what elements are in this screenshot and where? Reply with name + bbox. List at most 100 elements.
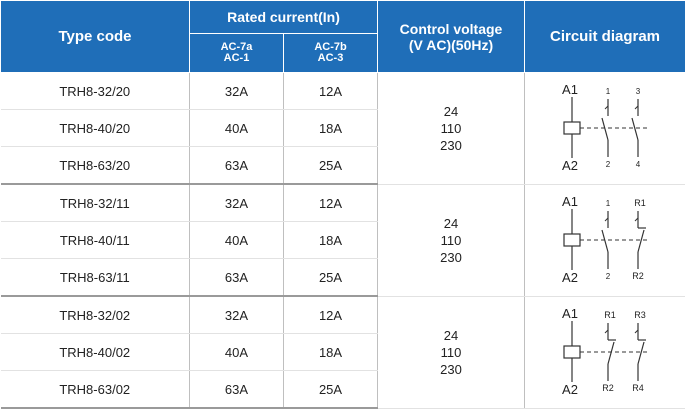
ac7a-current-cell: 63A <box>189 146 284 185</box>
ac7b-current-cell: 12A <box>283 184 379 222</box>
voltage-value: 230 <box>440 137 462 153</box>
table-row: TRH8-40/20 40A 18A <box>0 109 685 147</box>
ac7b-current-cell: 25A <box>283 370 379 409</box>
ac7a-header: AC-7a AC-1 <box>189 33 284 73</box>
ac7a-current-cell: 40A <box>189 221 284 259</box>
contact-bottom-label: R2 <box>633 271 645 281</box>
coil-a1-label: A1 <box>562 194 578 209</box>
contact-top-label: 1 <box>606 199 611 208</box>
ac7b-current-cell: 18A <box>283 333 379 371</box>
type-code-cell: TRH8-32/11 <box>0 184 190 222</box>
ac7b-current-cell: 12A <box>283 72 379 110</box>
header-subrow: AC-7a AC-1 AC-7b AC-3 <box>1 33 685 73</box>
contact-bottom-label: 2 <box>606 160 611 169</box>
coil-icon <box>563 121 581 135</box>
ac7a-current-cell: 32A <box>189 72 284 110</box>
control-voltage-line2: (V AC)(50Hz) <box>408 36 494 53</box>
contact-top-label: R1 <box>635 198 647 208</box>
table-row: TRH8-40/11 40A 18A <box>0 221 685 259</box>
control-voltage-line1: Control voltage <box>399 20 503 37</box>
ac7a-current-cell: 40A <box>189 109 284 147</box>
voltage-value: 24 <box>443 327 459 343</box>
rated-current-header: Rated current(In) <box>188 0 379 34</box>
table-row: TRH8-40/02 40A 18A <box>0 333 685 371</box>
contact-top-label: 1 <box>606 87 611 96</box>
contact-tick <box>604 105 609 110</box>
voltage-value: 110 <box>440 232 462 248</box>
coil-icon <box>563 233 581 247</box>
table-row: TRH8-32/02 32A 12A 24 110 230 A1 A2 R1 R2 R3 R4 <box>0 296 685 409</box>
control-voltage-cell: 24 110 230 <box>377 72 526 185</box>
ac7a-line1: AC-7a <box>220 41 253 53</box>
type-code-cell: TRH8-63/20 <box>0 146 190 185</box>
contact-tick <box>604 329 609 334</box>
ac7a-line2: AC-1 <box>223 52 250 64</box>
contact-top-label: R1 <box>605 310 617 320</box>
coil-a2-label: A2 <box>562 382 578 397</box>
no-contact-blade <box>601 229 609 253</box>
type-code-cell: TRH8-40/20 <box>0 109 190 147</box>
no-contact-blade <box>631 118 639 141</box>
contact-bottom-label: R2 <box>603 383 615 393</box>
coil-a1-label: A1 <box>562 82 578 97</box>
contact-bottom-label: 2 <box>606 272 611 281</box>
control-voltage-cell: 24 110 230 <box>377 296 526 409</box>
circuit-diagram-svg: A1 A2 1 2 3 4 <box>562 82 651 173</box>
voltage-value: 230 <box>440 249 462 265</box>
header-row: Type code Rated current(In) Control volt… <box>0 0 685 73</box>
contact-tick <box>604 217 609 222</box>
ac7b-header: AC-7b AC-3 <box>282 33 379 73</box>
voltage-value: 24 <box>443 103 459 119</box>
contact-tick <box>634 329 639 334</box>
table-row: TRH8-63/11 63A 25A <box>0 258 685 297</box>
no-contact-blade <box>601 118 609 141</box>
nc-contact-blade <box>607 341 615 365</box>
table-row: TRH8-63/20 63A 25A <box>0 146 685 185</box>
nc-contact-blade <box>637 341 645 365</box>
type-code-cell: TRH8-63/11 <box>0 258 190 297</box>
contact-tick <box>634 105 639 110</box>
contact-top-label: 3 <box>636 87 641 96</box>
ac7a-current-cell: 32A <box>189 296 284 334</box>
circuit-diagram-header: Circuit diagram <box>524 0 685 73</box>
ac7b-line2: AC-3 <box>317 52 344 64</box>
circuit-diagram-cell: A1 A2 1 2 3 4 <box>524 72 685 185</box>
table-row: TRH8-32/20 32A 12A 24 110 230 A1 A2 1 2 3 4 <box>0 72 685 185</box>
type-code-cell: TRH8-40/11 <box>0 221 190 259</box>
ac7a-current-cell: 40A <box>189 333 284 371</box>
ac7b-line1: AC-7b <box>314 41 347 53</box>
coil-a2-label: A2 <box>562 158 578 173</box>
type-code-cell: TRH8-32/20 <box>0 72 190 110</box>
ac7b-current-cell: 25A <box>283 258 379 297</box>
circuit-diagram-svg: A1 A2 1 2 R1 R2 <box>562 194 651 285</box>
contact-tick <box>634 217 639 222</box>
control-voltage-cell: 24 110 230 <box>377 184 526 297</box>
contact-top-label: R3 <box>635 310 647 320</box>
ac7b-current-cell: 18A <box>283 109 379 147</box>
voltage-value: 230 <box>440 361 462 377</box>
coil-icon <box>563 345 581 359</box>
table-row: TRH8-63/02 63A 25A <box>0 370 685 409</box>
type-code-header: Type code <box>0 0 190 73</box>
table-body: TRH8-32/20 32A 12A 24 110 230 A1 A2 1 2 3 4 TRH8-40/… <box>0 72 685 409</box>
control-voltage-header: Control voltage (V AC)(50Hz) <box>377 0 526 73</box>
type-code-cell: TRH8-63/02 <box>0 370 190 409</box>
circuit-diagram-cell: A1 A2 1 2 R1 R2 <box>524 184 685 297</box>
voltage-value: 110 <box>440 120 462 136</box>
ac7b-current-cell: 18A <box>283 221 379 259</box>
ac7b-current-cell: 12A <box>283 296 379 334</box>
contact-bottom-label: 4 <box>636 160 641 169</box>
voltage-value: 24 <box>443 215 459 231</box>
coil-a2-label: A2 <box>562 270 578 285</box>
ac7b-current-cell: 25A <box>283 146 379 185</box>
nc-contact-blade <box>637 229 645 253</box>
table-row: TRH8-32/11 32A 12A 24 110 230 A1 A2 1 2 R1 R2 <box>0 184 685 297</box>
type-code-cell: TRH8-32/02 <box>0 296 190 334</box>
ac7a-current-cell: 63A <box>189 370 284 409</box>
circuit-diagram-svg: A1 A2 R1 R2 R3 R4 <box>562 306 651 397</box>
ac7a-current-cell: 63A <box>189 258 284 297</box>
contact-bottom-label: R4 <box>633 383 645 393</box>
circuit-diagram-cell: A1 A2 R1 R2 R3 R4 <box>524 296 685 409</box>
